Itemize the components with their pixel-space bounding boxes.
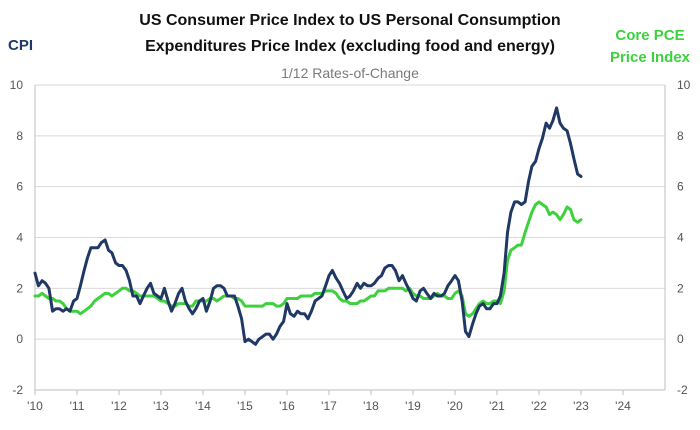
y-tick-label-right: 0 [677,332,684,346]
x-tick-label: '23 [573,399,589,413]
x-tick-label: '10 [27,399,43,413]
series-line-core-pce [33,200,583,318]
y-tick-label-left: 0 [16,332,23,346]
y-tick-label-left: 8 [16,129,23,143]
x-tick-label: '24 [615,399,631,413]
chart-subtitle: 1/12 Rates-of-Change [281,65,419,81]
chart-title-line-1: US Consumer Price Index to US Personal C… [139,12,560,29]
x-tick-label: '17 [321,399,337,413]
gridlines [35,84,665,391]
chart-title-line-2: Expenditures Price Index (excluding food… [145,38,555,55]
y-tick-label-left: 6 [16,180,23,194]
y-tick-label-left: 10 [10,78,24,92]
axes [34,85,666,395]
x-tick-label: '19 [405,399,421,413]
x-tick-label: '12 [111,399,127,413]
y-tick-label-left: 4 [16,231,23,245]
x-tick-label: '20 [447,399,463,413]
series-layer [33,106,583,346]
y-tick-label-right: 6 [677,180,684,194]
x-tick-label: '22 [531,399,547,413]
right-axis-label-line-2: Price Index [610,49,691,66]
x-tick-label: '16 [279,399,295,413]
x-tick-label: '21 [489,399,505,413]
x-tick-label: '15 [237,399,253,413]
y-tick-label-right: 8 [677,129,684,143]
y-tick-label-right: 10 [677,78,691,92]
y-tick-label-right: 2 [677,281,684,295]
x-tick-label: '14 [195,399,211,413]
tick-labels: -2 -2 0 0 2 2 4 4 6 6 8 8 10 10 '10 '11 '12 '13 '14 '15 '16 '… [10,78,691,413]
y-tick-label-left: 2 [16,281,23,295]
x-tick-label: '11 [70,399,85,413]
y-tick-label-right: 4 [677,231,684,245]
x-tick-label: '18 [363,399,379,413]
right-axis-label-line-1: Core PCE [615,27,684,44]
left-axis-label: CPI [8,37,33,54]
series-line-cpi [33,106,583,346]
x-tick-label: '13 [153,399,169,413]
y-tick-label-left: -2 [12,383,23,397]
y-tick-label-right: -2 [677,383,688,397]
